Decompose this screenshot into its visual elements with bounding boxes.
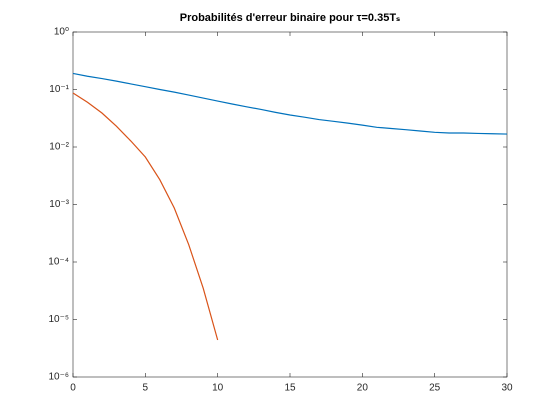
x-tick-label: 30 [501,383,513,394]
y-tick-label: 10⁻⁴ [48,257,69,268]
chart-title: Probabilités d'erreur binaire pour τ=0.3… [180,12,400,24]
x-tick-label: 5 [143,383,149,394]
y-tick-label: 10⁻¹ [49,84,69,95]
x-tick-label: 15 [284,383,296,394]
x-tick-label: 20 [357,383,369,394]
x-tick-label: 10 [212,383,224,394]
y-tick-label: 10⁻⁶ [48,372,69,383]
y-tick-label: 10⁻⁵ [48,314,69,325]
y-tick-label: 10⁰ [54,27,69,38]
x-tick-label: 0 [70,383,76,394]
y-tick-label: 10⁻³ [49,199,69,210]
y-tick-label: 10⁻² [49,142,69,153]
series-line [72,92,219,341]
series-line [72,72,508,135]
plot-area [72,31,508,378]
x-tick-label: 25 [429,383,441,394]
